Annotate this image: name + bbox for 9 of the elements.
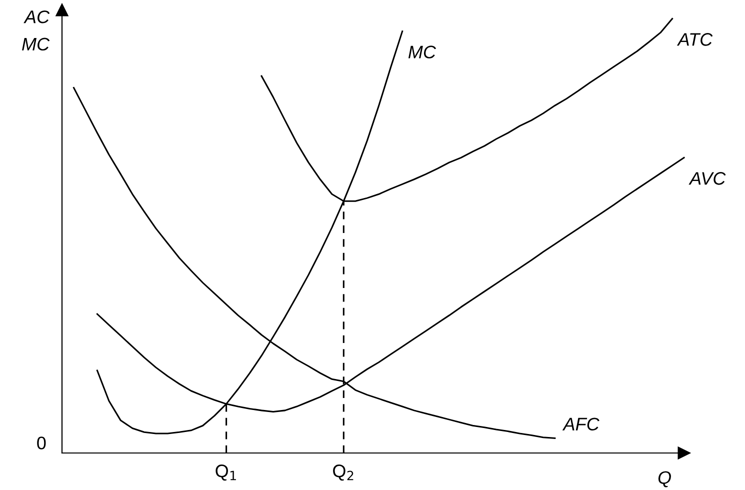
series-label: ATC [676,33,713,46]
series-label: MC [408,46,436,58]
x-axis-title: Q [658,471,671,488]
y-axis-title: AC MC [22,10,50,51]
series-label: AFC [562,418,600,430]
text: 0 [37,436,46,450]
x-tick-label: Q$_{2}$ [333,464,354,481]
series-label: AVC [688,172,726,185]
x-tick-label: Q$_{1}$ [216,464,236,481]
